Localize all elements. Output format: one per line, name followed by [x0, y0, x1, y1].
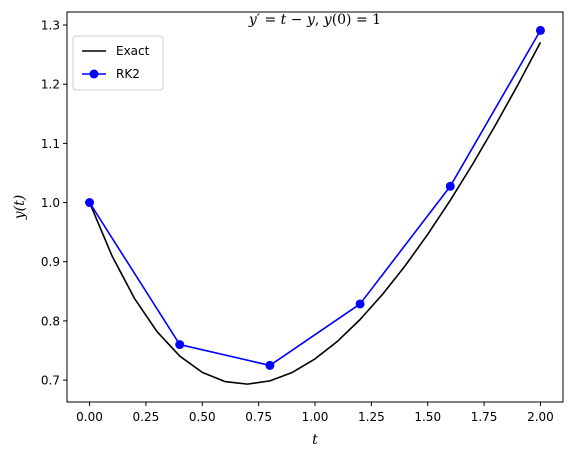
x-tick-label: 0.25 [133, 410, 160, 424]
chart-title-part: y [248, 12, 258, 28]
x-tick-label: 1.75 [471, 410, 498, 424]
x-tick-label: 1.00 [302, 410, 329, 424]
y-tick-label: 1.0 [41, 196, 60, 210]
y-tick-label: 0.8 [41, 314, 60, 328]
chart-title-part: y [323, 12, 333, 28]
legend-label-exact: Exact [116, 44, 150, 58]
data-point-rk2 [175, 340, 185, 350]
chart-title-part: t [281, 12, 287, 28]
x-axis-ticks: 0.00 0.25 0.50 0.75 1.00 1.25 1.50 1.75 2.00 [76, 402, 554, 424]
y-tick-label: 1.1 [41, 137, 60, 151]
plot-area [85, 25, 545, 385]
x-tick-label: 2.00 [527, 410, 554, 424]
data-point-rk2 [355, 299, 365, 309]
legend-marker-rk2 [89, 69, 99, 79]
y-tick-label: 0.9 [41, 255, 60, 269]
y-axis-label: y(t) [12, 195, 28, 220]
data-point-rk2 [85, 198, 95, 208]
chart-title-part: − [286, 12, 307, 28]
y-tick-label: 1.2 [41, 78, 60, 92]
series-line-rk2 [88, 30, 542, 367]
x-tick-label: 0.50 [189, 410, 216, 424]
legend: Exact RK2 [72, 35, 164, 91]
x-tick-label: 0.75 [245, 410, 272, 424]
x-tick-label: 1.25 [358, 410, 385, 424]
y-tick-label: 0.7 [41, 374, 60, 388]
data-point-rk2 [265, 360, 275, 370]
x-tick-label: 1.50 [414, 410, 441, 424]
data-point-rk2 [445, 181, 455, 191]
chart-title: y′ = t − y, y(0) = 1 [248, 12, 381, 28]
chart-title-part: (0) = 1 [332, 12, 381, 28]
chart-title-part: y [306, 12, 316, 28]
y-axis-ticks: 0.7 0.8 0.9 1.0 1.1 1.2 1.3 [41, 19, 67, 388]
x-tick-label: 0.00 [76, 410, 103, 424]
series-line-exact [88, 41, 542, 385]
data-point-rk2 [535, 25, 545, 35]
chart-title-part: ′ = [257, 12, 281, 28]
x-axis-label: t [312, 432, 318, 448]
y-tick-label: 1.3 [41, 19, 60, 33]
chart-title-part: , [315, 12, 324, 28]
legend-label-rk2: RK2 [116, 67, 140, 81]
